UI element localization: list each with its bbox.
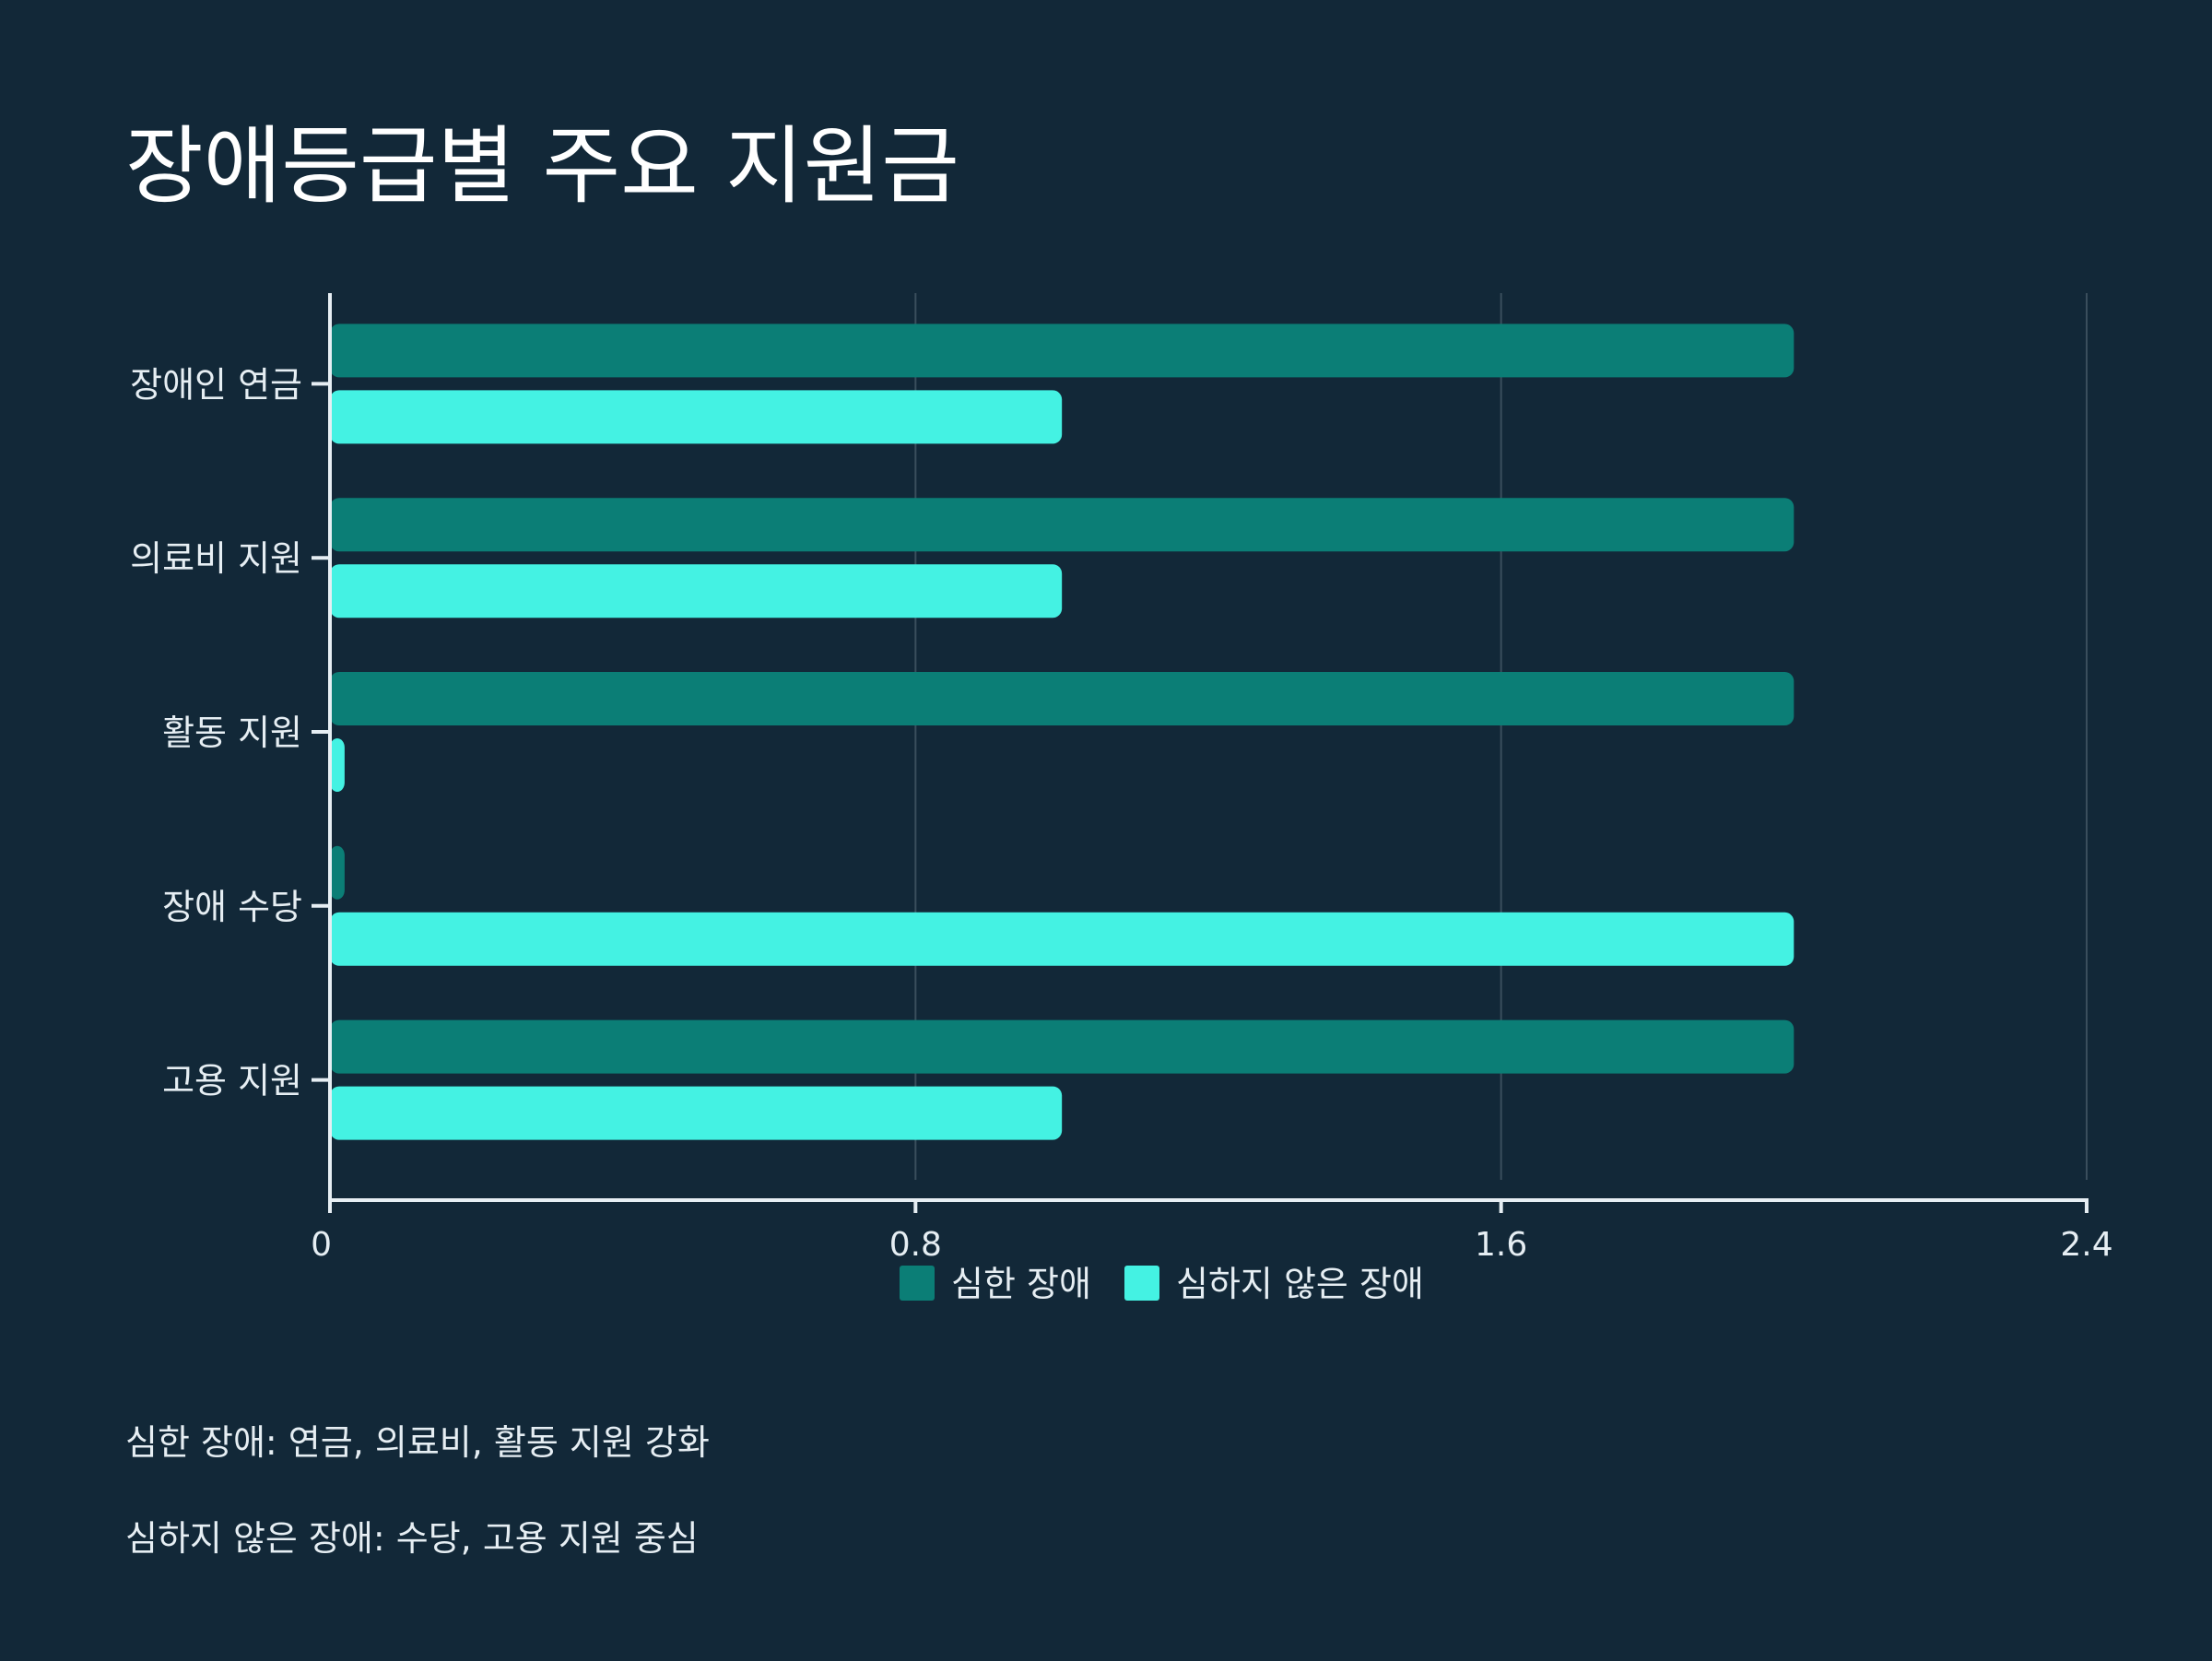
x-tick-label: 1.6 — [1475, 1226, 1527, 1264]
y-tick-label: 의료비 지원 — [130, 538, 302, 579]
bar — [330, 912, 1794, 966]
x-tick-label: 2.4 — [2060, 1226, 2112, 1264]
bar — [330, 845, 345, 900]
bar — [330, 390, 1063, 444]
y-tick-label: 활동 지원 — [162, 713, 302, 753]
bar — [330, 1019, 1794, 1074]
bar — [330, 498, 1794, 552]
y-tick-label: 장애 수당 — [162, 887, 302, 927]
bar — [330, 324, 1794, 378]
bar — [330, 738, 345, 792]
bars — [330, 324, 1794, 1140]
annotation-mild: 심하지 않은 장애: 수당, 고용 지원 중심 — [125, 1518, 699, 1559]
legend: 심한 장애 심하지 않은 장애 — [900, 1264, 1424, 1304]
x-tick-label: 0.8 — [889, 1226, 942, 1264]
bar — [330, 564, 1063, 618]
legend-label: 심한 장애 — [951, 1264, 1091, 1304]
bar — [330, 1086, 1063, 1140]
x-tick-label: 0 — [311, 1226, 332, 1264]
bar — [330, 672, 1794, 725]
legend-swatch-severe — [900, 1266, 935, 1301]
chart-title: 장애등급별 주요 지원금 — [125, 117, 959, 216]
legend-label: 심하지 않은 장애 — [1176, 1264, 1424, 1304]
y-tick-label: 장애인 연금 — [130, 364, 302, 405]
legend-swatch-mild — [1124, 1266, 1159, 1301]
axes — [312, 293, 2088, 1213]
y-tick-label: 고용 지원 — [162, 1061, 302, 1101]
annotation-severe: 심한 장애: 연금, 의료비, 활동 지원 강화 — [125, 1422, 710, 1463]
